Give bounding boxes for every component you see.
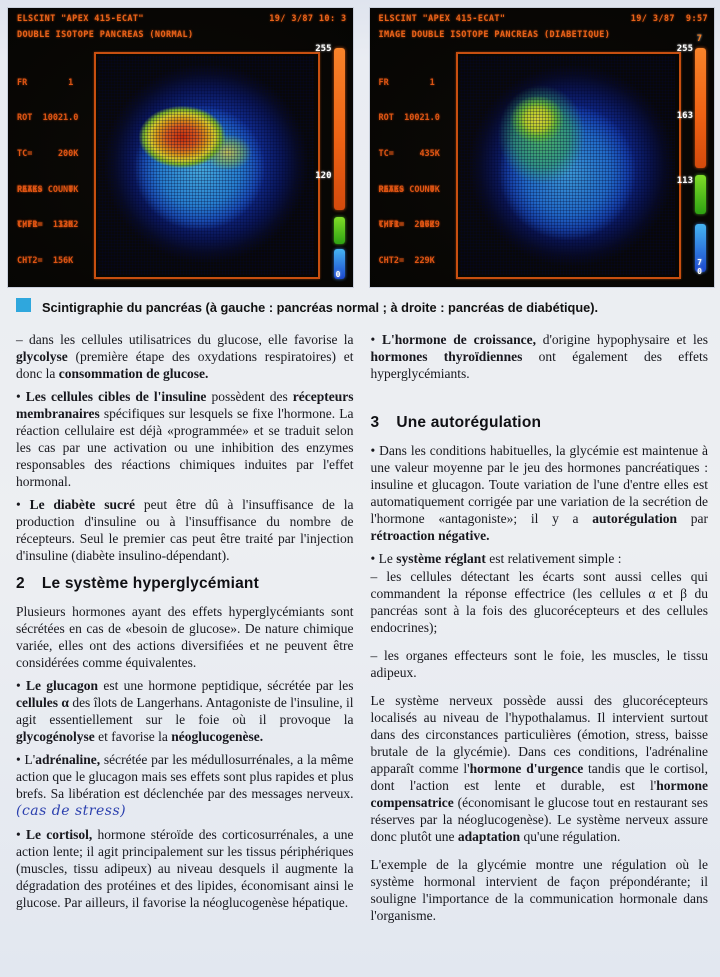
- stat-line: T/FR= 1729: [378, 220, 440, 231]
- stat-line: TC= 200K: [17, 149, 79, 160]
- stat-line: RATE= 0K: [17, 184, 79, 195]
- scan-frame: [94, 52, 320, 279]
- stat-line: ROT 10021.0: [17, 113, 79, 124]
- caption-text: Scintigraphie du pancréas (à gauche : pa…: [42, 300, 599, 315]
- scan-header: ELSCINT "APEX 415-ECAT" 19/ 3/87 9:57: [379, 14, 709, 24]
- color-scale-bar: [695, 48, 706, 279]
- scale-label-0: 0: [697, 267, 702, 276]
- peaks-label: PEAKS COUNT: [17, 184, 74, 195]
- scale-label-255: 255: [676, 44, 693, 54]
- scan-left-normal-pancreas: ELSCINT "APEX 415-ECAT" 19/ 3/87 10: 3 D…: [8, 8, 353, 287]
- paragraph-adrenaline: • L'adrénaline, sécrétée par les médullo…: [16, 752, 354, 819]
- scale-segment-green: [333, 216, 345, 245]
- device-name: ELSCINT "APEX 415-ECAT": [378, 14, 506, 24]
- scale-segment-blue: [695, 223, 706, 273]
- section-title: Le système hyperglycémiant: [41, 575, 259, 592]
- scale-segment-green: [695, 175, 706, 215]
- paragraph-plusieurs-hormones: Plusieurs hormones ayant des effets hype…: [16, 604, 354, 670]
- scan-stats-block: FR 1 ROT 10021.0 TC= 200K RATE= 0K T/FR=…: [17, 54, 78, 256]
- section-heading-3: 3 Une autorégulation: [371, 414, 709, 432]
- scale-label-120: 120: [315, 171, 332, 181]
- scale-label-0: 0: [335, 270, 341, 279]
- stat-line: FR 1: [17, 77, 74, 88]
- scan-frame: [455, 52, 681, 279]
- pancreas-image-normal: [98, 56, 314, 275]
- caption-marker-icon: [16, 298, 31, 312]
- scan-datetime: 19/ 3/87 10: 3: [269, 14, 347, 24]
- scan-title: DOUBLE ISOTOPE PANCREAS (NORMAL): [17, 30, 194, 40]
- cht2-value: CHT2= 156K: [17, 256, 74, 267]
- left-column: – dans les cellules utilisatrices du glu…: [16, 331, 354, 930]
- stat-line: FR 1: [378, 77, 435, 88]
- cht1-value: CHT1= 133K: [17, 220, 74, 231]
- paragraph-hormone-croissance: • L'hormone de croissance, d'origine hyp…: [370, 332, 709, 381]
- peaks-label: PEAKS COUNT: [378, 184, 435, 195]
- scan-datetime: 19/ 3/87 9:57: [630, 14, 708, 24]
- paragraph-cellules-detectant: – les cellules détectant les écarts sont…: [370, 569, 709, 635]
- paragraph-diabete-sucre: • Le diabète sucré peut être dû à l'insu…: [16, 497, 354, 563]
- paragraph-conditions-habituelles: • Dans les conditions habituelles, la gl…: [370, 443, 709, 543]
- scale-segment-orange: [333, 48, 345, 210]
- cht1-value: CHT1= 206K: [378, 220, 435, 231]
- stat-line: ROT 10021.0: [378, 113, 440, 124]
- stat-line: T/FR= 1202: [17, 220, 79, 231]
- scale-tick-7: 7: [696, 34, 702, 44]
- scale-label-7: 7: [697, 258, 702, 267]
- text-columns: – dans les cellules utilisatrices du glu…: [0, 315, 720, 930]
- stat-line: RATE= 0K: [378, 184, 440, 195]
- paragraph-glucagon: • Le glucagon est une hormone peptidique…: [16, 678, 354, 744]
- scan-header: ELSCINT "APEX 415-ECAT" 19/ 3/87 10: 3: [17, 14, 347, 24]
- section-number: 3: [370, 414, 380, 431]
- scale-label-255: 255: [315, 44, 332, 54]
- scan-noise-texture: [459, 56, 675, 275]
- scan-noise-texture: [98, 56, 314, 275]
- pancreas-image-diabetic: [459, 56, 675, 275]
- section-number: 2: [16, 575, 25, 592]
- scale-label-113: 113: [676, 176, 693, 186]
- figure-caption: Scintigraphie du pancréas (à gauche : pa…: [16, 298, 708, 315]
- device-name: ELSCINT "APEX 415-ECAT": [17, 14, 144, 24]
- scan-stats-block: FR 1 ROT 10021.0 TC= 435K RATE= 0K T/FR=…: [379, 54, 440, 256]
- paragraph-systeme-nerveux: Le système nerveux possède aussi des glu…: [370, 693, 709, 844]
- scale-segment-orange: [695, 48, 706, 169]
- stat-line: TC= 435K: [378, 149, 440, 160]
- scan-title: IMAGE DOUBLE ISOTOPE PANCREAS (DIABETIQU…: [378, 30, 611, 40]
- peaks-count-block: PEAKS COUNT CHT1= 133K CHT2= 156K: [17, 161, 73, 292]
- paragraph-conclusion: L'exemple de la glycémie montre une régu…: [370, 857, 709, 923]
- paragraph-cortisol: • Le cortisol, hormone stéroïde des cort…: [16, 827, 354, 910]
- section-heading-2: 2 Le système hyperglycémiant: [16, 575, 354, 593]
- color-scale-bar: [333, 48, 345, 279]
- paragraph-organes-effecteurs: – les organes effecteurs sont le foie, l…: [370, 648, 709, 680]
- paragraph-systeme-reglant: • Le système réglant est relativement si…: [370, 551, 622, 566]
- peaks-count-block: PEAKS COUNT CHT1= 206K CHT2= 229K: [379, 161, 435, 292]
- paragraph-glycolyse: – dans les cellules utilisatrices du glu…: [16, 332, 354, 381]
- section-title: Une autorégulation: [396, 414, 542, 431]
- scan-right-diabetic-pancreas: ELSCINT "APEX 415-ECAT" 19/ 3/87 9:57 IM…: [369, 8, 714, 287]
- cht2-value: CHT2= 229K: [378, 256, 435, 267]
- scale-segment-blue: [333, 248, 345, 279]
- scale-label-163: 163: [676, 111, 693, 121]
- scintigraphy-figure: ELSCINT "APEX 415-ECAT" 19/ 3/87 10: 3 D…: [0, 0, 720, 287]
- right-column: • L'hormone de croissance, d'origine hyp…: [371, 331, 709, 930]
- paragraph-cellules-cibles: • Les cellules cibles de l'insuline poss…: [16, 389, 354, 489]
